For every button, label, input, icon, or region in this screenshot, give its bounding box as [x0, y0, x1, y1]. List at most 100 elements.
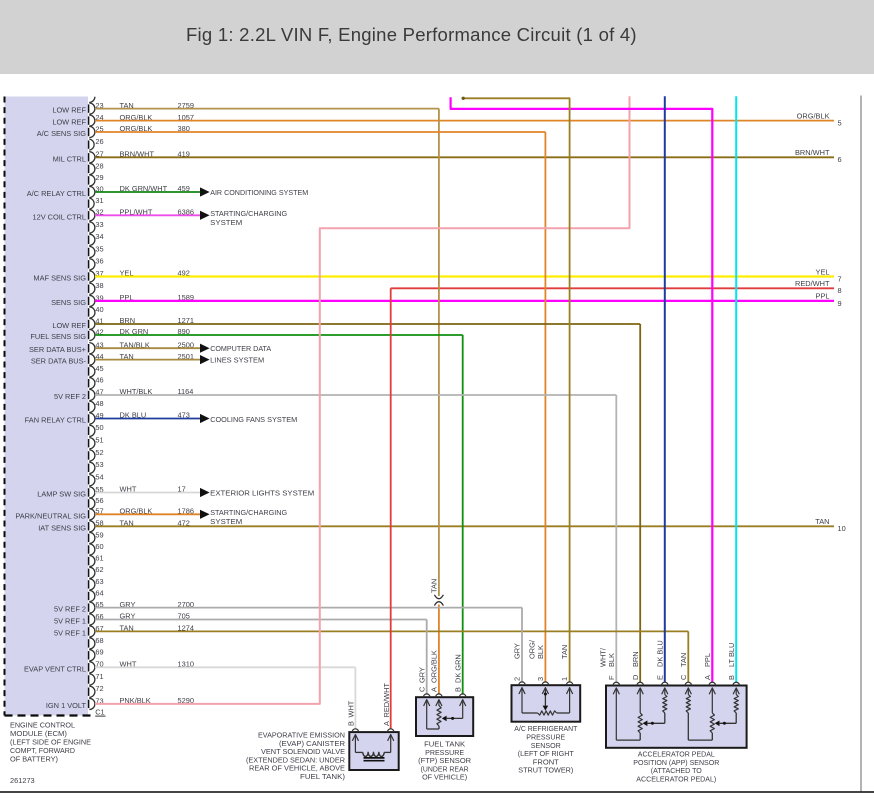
svg-text:62: 62: [95, 565, 103, 574]
svg-text:WHT: WHT: [347, 700, 356, 717]
svg-text:EVAPORATIVE EMISSION: EVAPORATIVE EMISSION: [258, 731, 345, 740]
svg-text:BRN: BRN: [631, 651, 640, 667]
svg-text:52: 52: [95, 448, 103, 457]
svg-text:ORG/BLK: ORG/BLK: [797, 111, 830, 120]
svg-text:(EVAP) CANISTER: (EVAP) CANISTER: [279, 739, 345, 748]
svg-text:5V REF 1: 5V REF 1: [54, 628, 86, 637]
svg-text:PRESSURE: PRESSURE: [526, 733, 565, 742]
svg-text:BRN: BRN: [120, 316, 136, 325]
svg-text:6: 6: [838, 155, 842, 164]
svg-text:BLK: BLK: [536, 645, 545, 659]
svg-text:66: 66: [95, 612, 103, 621]
svg-text:(ATTACHED TO: (ATTACHED TO: [651, 766, 702, 775]
svg-text:70: 70: [95, 660, 103, 669]
svg-text:F: F: [607, 675, 616, 680]
svg-text:BLK: BLK: [607, 653, 616, 667]
svg-text:E: E: [656, 675, 665, 680]
svg-text:47: 47: [95, 387, 103, 396]
svg-text:(EXTENDED SEDAN: UNDER: (EXTENDED SEDAN: UNDER: [246, 755, 345, 764]
svg-text:5290: 5290: [178, 696, 194, 705]
svg-text:B: B: [727, 675, 736, 680]
svg-text:STRUT TOWER): STRUT TOWER): [518, 766, 573, 775]
svg-text:A: A: [430, 687, 439, 692]
svg-text:44: 44: [95, 352, 103, 361]
svg-text:48: 48: [95, 399, 103, 408]
svg-text:STARTING/CHARGING: STARTING/CHARGING: [210, 508, 287, 517]
svg-text:ORG/BLK: ORG/BLK: [120, 507, 153, 516]
svg-text:5V REF 2: 5V REF 2: [54, 392, 86, 401]
svg-text:ACCELERATOR PEDAL): ACCELERATOR PEDAL): [636, 774, 716, 783]
svg-text:5V REF 1: 5V REF 1: [54, 617, 86, 626]
svg-text:OF BATTERY): OF BATTERY): [10, 754, 58, 763]
svg-text:6386: 6386: [178, 208, 194, 217]
svg-text:PPL: PPL: [120, 293, 134, 302]
svg-text:73: 73: [95, 696, 103, 705]
svg-text:50: 50: [95, 423, 103, 432]
svg-text:DK GRN: DK GRN: [120, 327, 149, 336]
svg-text:C1: C1: [95, 707, 104, 716]
svg-text:BRN/WHT: BRN/WHT: [795, 148, 830, 157]
svg-text:DK GRN: DK GRN: [453, 654, 462, 683]
svg-text:B: B: [347, 721, 356, 726]
svg-text:WHT/: WHT/: [599, 647, 608, 667]
svg-text:60: 60: [95, 542, 103, 551]
svg-text:GRY: GRY: [417, 667, 426, 683]
svg-text:SER DATA BUS+: SER DATA BUS+: [29, 345, 86, 354]
svg-text:ORG/BLK: ORG/BLK: [120, 124, 153, 133]
svg-text:24: 24: [95, 113, 103, 122]
svg-text:COMPUTER DATA: COMPUTER DATA: [210, 344, 271, 353]
svg-text:(UNDER REAR: (UNDER REAR: [421, 764, 469, 773]
svg-text:68: 68: [95, 636, 103, 645]
svg-text:PNK/BLK: PNK/BLK: [120, 696, 151, 705]
svg-text:GRY: GRY: [120, 612, 136, 621]
svg-text:37: 37: [95, 269, 103, 278]
svg-text:A/C RELAY CTRL: A/C RELAY CTRL: [27, 189, 86, 198]
svg-text:SYSTEM: SYSTEM: [210, 218, 242, 227]
svg-text:17: 17: [178, 485, 186, 494]
svg-text:(FTP) SENSOR: (FTP) SENSOR: [418, 756, 471, 765]
svg-text:FAN RELAY CTRL: FAN RELAY CTRL: [25, 416, 86, 425]
svg-text:PRESSURE: PRESSURE: [425, 748, 464, 757]
svg-text:53: 53: [95, 460, 103, 469]
svg-text:55: 55: [95, 485, 103, 494]
svg-text:261273: 261273: [10, 776, 35, 785]
svg-text:IAT SENS SIG: IAT SENS SIG: [38, 523, 86, 532]
svg-text:459: 459: [178, 184, 190, 193]
svg-text:46: 46: [95, 376, 103, 385]
svg-text:ORG/: ORG/: [528, 639, 537, 659]
svg-text:FUEL TANK): FUEL TANK): [300, 772, 345, 781]
svg-text:27: 27: [95, 150, 103, 159]
svg-text:23: 23: [95, 101, 103, 110]
svg-text:C: C: [417, 686, 426, 692]
svg-text:FUEL TANK: FUEL TANK: [424, 740, 465, 749]
svg-text:59: 59: [95, 530, 103, 539]
svg-text:5V REF 2: 5V REF 2: [54, 605, 86, 614]
svg-text:SER DATA BUS-: SER DATA BUS-: [31, 357, 87, 366]
svg-text:YEL: YEL: [816, 267, 830, 276]
svg-text:42: 42: [95, 327, 103, 336]
svg-text:REAR OF VEHICLE, ABOVE: REAR OF VEHICLE, ABOVE: [249, 764, 345, 773]
svg-text:67: 67: [95, 624, 103, 633]
svg-text:TAN: TAN: [679, 653, 688, 667]
svg-text:(LEFT OF RIGHT: (LEFT OF RIGHT: [518, 749, 574, 758]
svg-text:SENS SIG: SENS SIG: [51, 298, 86, 307]
svg-text:1271: 1271: [178, 316, 194, 325]
svg-text:9: 9: [838, 299, 842, 308]
svg-text:492: 492: [178, 269, 190, 278]
svg-text:C: C: [679, 674, 688, 680]
svg-text:LT BLU: LT BLU: [727, 643, 736, 667]
svg-text:1786: 1786: [178, 507, 194, 516]
svg-text:A/C REFRIGERANT: A/C REFRIGERANT: [514, 724, 577, 733]
svg-text:COMPT, FORWARD: COMPT, FORWARD: [10, 746, 75, 755]
svg-text:ORG/BLK: ORG/BLK: [120, 113, 153, 122]
svg-text:ENGINE CONTROL: ENGINE CONTROL: [10, 721, 75, 730]
svg-text:419: 419: [178, 150, 190, 159]
svg-text:LOW REF: LOW REF: [52, 118, 86, 127]
svg-text:2501: 2501: [178, 352, 194, 361]
svg-text:PPL/WHT: PPL/WHT: [120, 208, 153, 217]
svg-text:1164: 1164: [178, 387, 194, 396]
svg-text:57: 57: [95, 507, 103, 516]
svg-text:TAN: TAN: [120, 352, 134, 361]
svg-text:1057: 1057: [178, 113, 194, 122]
svg-text:LINES SYSTEM: LINES SYSTEM: [210, 356, 264, 365]
